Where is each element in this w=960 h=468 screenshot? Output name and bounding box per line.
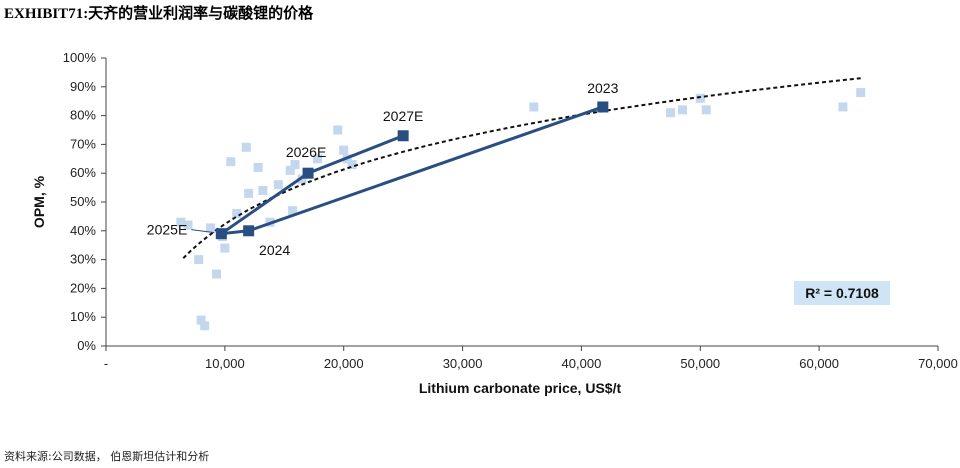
r2-box-background: [794, 281, 890, 305]
y-tick-label: 90%: [70, 79, 96, 94]
x-tick-label: 30,000: [443, 356, 483, 371]
historical-point: [666, 108, 676, 118]
forecast-point: [302, 167, 314, 179]
y-tick-label: 60%: [70, 165, 96, 180]
y-tick-label: 10%: [70, 309, 96, 324]
x-tick-label: 50,000: [680, 356, 720, 371]
historical-point: [194, 255, 204, 265]
historical-point: [701, 105, 711, 115]
historical-point: [347, 160, 357, 170]
x-axis-title: Lithium carbonate price, US$/t: [419, 380, 622, 396]
historical-point: [339, 145, 349, 155]
y-tick-label: 100%: [63, 50, 97, 65]
x-tick-label: 40,000: [562, 356, 602, 371]
historical-point: [196, 315, 206, 325]
x-tick-label: 70,000: [918, 356, 958, 371]
forecast-points: 2023 2024 2025E 2026E 2027E: [147, 80, 619, 258]
x-tick-label: 60,000: [799, 356, 839, 371]
y-axis-title: OPM, %: [31, 175, 47, 228]
historical-point: [226, 157, 236, 167]
forecast-point-label: 2025E: [147, 222, 187, 238]
historical-point: [253, 162, 263, 172]
forecast-point-label: 2024: [259, 242, 290, 258]
forecast-point-label: 2026E: [286, 144, 326, 160]
chart: 0% 10% 20% 30% 40% 50% 60% 70% 80% 90% 100% - 10,00…: [31, 50, 958, 396]
forecast-point: [397, 130, 409, 142]
y-tick-label: 70%: [70, 136, 96, 151]
historical-point: [273, 180, 283, 190]
x-tick-label: 10,000: [205, 356, 245, 371]
y-tick-label: 80%: [70, 108, 96, 123]
r2-box: R² = 0.7108: [794, 281, 890, 305]
label-leader-2025e: [191, 229, 215, 234]
historical-point: [838, 102, 848, 112]
forecast-point: [597, 101, 609, 113]
historical-point: [529, 102, 539, 112]
x-tick-label: 20,000: [324, 356, 364, 371]
historical-point: [244, 188, 254, 198]
forecast-point: [243, 225, 255, 237]
historical-point: [333, 125, 343, 135]
y-axis-ticks: 0% 10% 20% 30% 40% 50% 60% 70% 80% 90% 100%: [63, 50, 106, 353]
historical-point: [258, 185, 268, 195]
historical-point: [176, 217, 186, 227]
y-tick-label: 20%: [70, 280, 96, 295]
forecast-point: [215, 228, 227, 240]
historical-point: [200, 321, 210, 331]
source-note: 资料来源:公司数据， 伯恩斯坦估计和分析: [4, 450, 210, 463]
historical-point: [220, 243, 230, 253]
historical-point: [232, 209, 242, 219]
r2-label: R² = 0.7108: [805, 285, 879, 301]
forecast-path-line: [220, 105, 604, 236]
scatter-points: [176, 88, 866, 331]
historical-point: [241, 142, 251, 152]
historical-point: [695, 93, 705, 103]
historical-point: [212, 269, 222, 279]
exhibit-title: EXHIBIT71:天齐的营业利润率与碳酸锂的价格: [4, 6, 314, 22]
historical-point: [677, 105, 687, 115]
historical-point: [206, 223, 216, 233]
forecast-point-label: 2027E: [383, 108, 423, 124]
forecast-point-label: 2023: [587, 80, 618, 96]
y-tick-label: 50%: [70, 194, 96, 209]
x-axis-ticks: - 10,000 20,000 30,000 40,000 50,000 60,000 70,…: [104, 346, 958, 371]
historical-point: [288, 206, 298, 216]
y-tick-label: 40%: [70, 223, 96, 238]
historical-point: [285, 165, 295, 175]
y-tick-label: 30%: [70, 252, 96, 267]
x-tick-label: -: [104, 356, 108, 371]
historical-point: [313, 154, 323, 164]
historical-point: [183, 220, 193, 230]
trend-line: [182, 77, 861, 259]
historical-point: [856, 88, 866, 98]
historical-point: [290, 160, 300, 170]
y-tick-label: 0%: [77, 338, 96, 353]
